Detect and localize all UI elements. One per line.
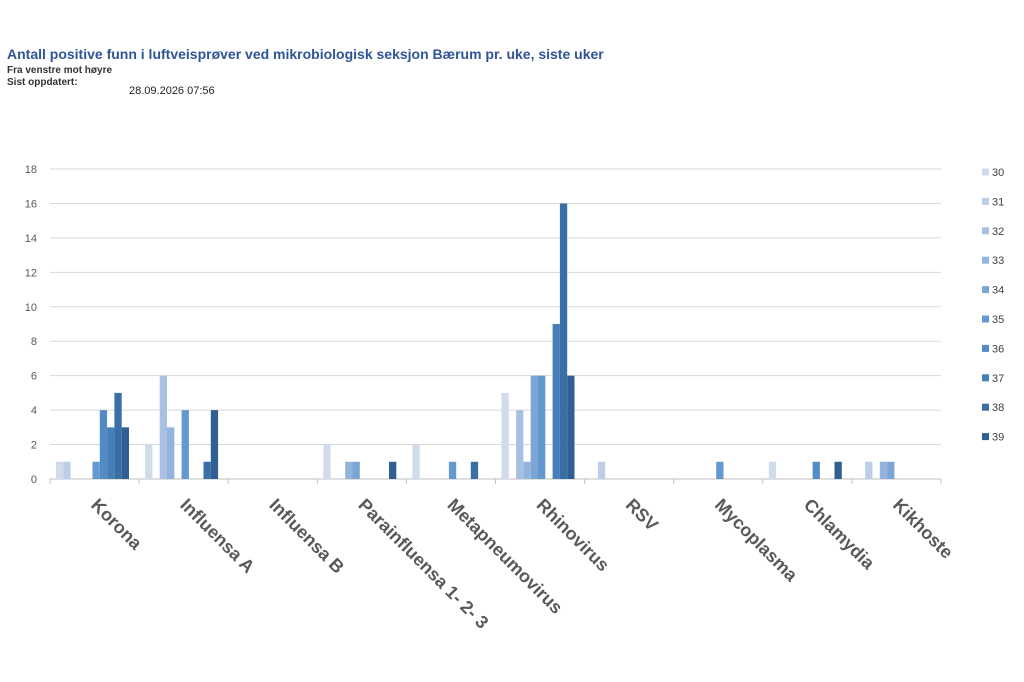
bar <box>538 375 546 479</box>
category-label: RSV <box>622 495 662 535</box>
bar <box>99 410 108 479</box>
legend-swatch <box>982 168 989 176</box>
y-tick-label: 14 <box>25 233 37 245</box>
bar <box>352 461 360 479</box>
legend-label: 31 <box>992 196 1004 208</box>
bar <box>812 461 820 479</box>
bar <box>412 444 420 479</box>
legend-label: 33 <box>992 255 1004 267</box>
bar <box>516 410 524 479</box>
bar <box>530 375 538 479</box>
bar <box>323 444 331 479</box>
bar <box>501 392 509 479</box>
y-tick-label: 12 <box>25 267 37 279</box>
bar <box>448 461 457 479</box>
bar <box>145 444 153 479</box>
last-updated-value: 28.09.2026 07:56 <box>129 85 215 97</box>
chart-title: Antall positive funn i luftveisprøver ve… <box>7 46 604 62</box>
y-axis: 0 2 4 6 8 10 12 14 16 18 <box>25 164 37 486</box>
bar <box>181 410 189 479</box>
y-tick-label: 8 <box>31 336 37 348</box>
legend-swatch <box>982 374 989 382</box>
category-label: Rhinovirus <box>533 495 614 576</box>
category-label: Influensa B <box>265 495 348 578</box>
legend-label: 39 <box>992 432 1004 444</box>
bar <box>768 461 777 479</box>
bar <box>470 461 479 479</box>
bar <box>389 461 397 479</box>
y-tick-label: 2 <box>31 440 37 452</box>
legend-swatch <box>982 227 989 235</box>
last-updated-label: Sist oppdatert: <box>7 77 78 88</box>
legend-label: 30 <box>992 167 1004 179</box>
bar <box>716 461 724 479</box>
bar <box>597 461 606 479</box>
bar <box>167 427 175 479</box>
bar <box>203 461 211 479</box>
legend-swatch <box>982 197 989 205</box>
legend-label: 36 <box>992 343 1004 355</box>
y-tick-label: 0 <box>31 474 37 486</box>
bar <box>879 461 888 479</box>
legend-swatch <box>982 403 989 411</box>
x-axis: Korona Influensa A Influensa B Parainfluens… <box>49 479 957 633</box>
chart-subtitle: Fra venstre mot høyre <box>7 65 113 76</box>
category-label: Mycoplasma <box>711 495 802 586</box>
bars <box>56 203 895 479</box>
bar <box>887 461 895 479</box>
legend-label: 38 <box>992 402 1004 414</box>
bar <box>865 461 873 479</box>
category-label: Kikhoste <box>889 495 957 563</box>
bar <box>210 410 219 479</box>
y-tick-label: 16 <box>25 198 37 210</box>
bar <box>345 461 353 479</box>
bar <box>567 375 575 479</box>
bar <box>523 461 531 479</box>
legend-label: 32 <box>992 226 1004 238</box>
y-tick-label: 18 <box>25 164 37 176</box>
bar <box>559 203 568 479</box>
y-tick-label: 4 <box>31 405 37 417</box>
bar <box>92 461 100 479</box>
y-tick-label: 10 <box>25 302 37 314</box>
bar <box>107 427 115 479</box>
legend-swatch <box>982 344 989 352</box>
category-label: Chlamydia <box>800 495 879 574</box>
legend-label: 37 <box>992 373 1004 385</box>
category-label: Korona <box>87 495 146 554</box>
legend-label: 35 <box>992 314 1004 326</box>
bar <box>63 461 71 479</box>
bar <box>121 427 129 479</box>
legend-swatch <box>982 286 989 294</box>
legend-label: 34 <box>992 285 1004 297</box>
bar <box>834 461 842 479</box>
bar <box>159 375 167 479</box>
legend: 30 31 32 33 34 35 36 37 38 39 <box>982 167 1004 444</box>
category-label: Influensa A <box>176 495 258 577</box>
bar <box>552 324 560 479</box>
legend-swatch <box>982 315 989 323</box>
legend-swatch <box>982 433 989 441</box>
bar <box>56 461 64 479</box>
bar <box>114 392 122 479</box>
y-tick-label: 6 <box>31 371 37 383</box>
legend-swatch <box>982 256 989 264</box>
